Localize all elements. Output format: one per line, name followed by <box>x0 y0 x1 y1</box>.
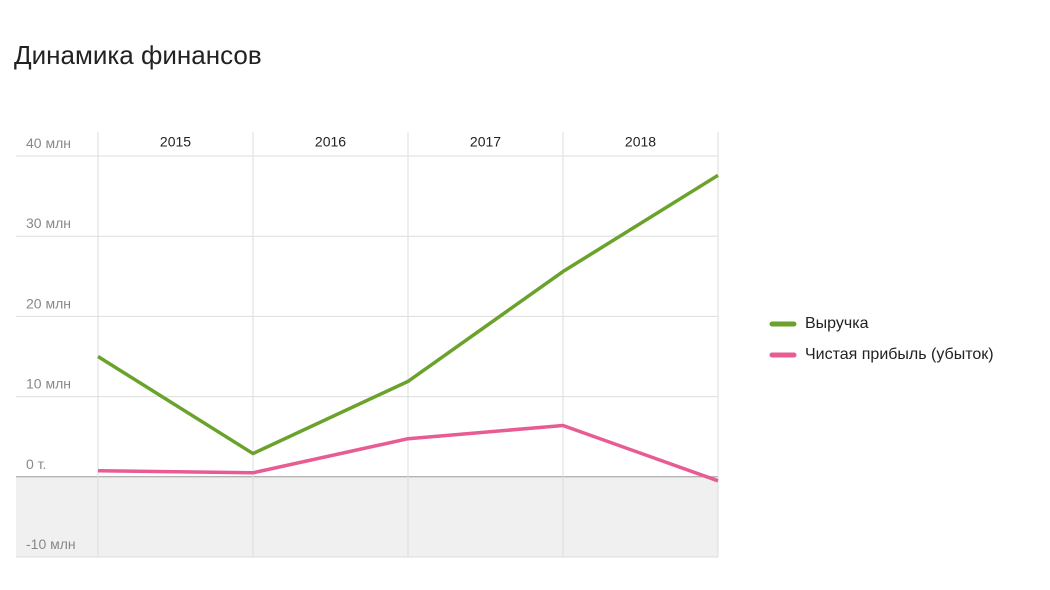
y-tick-label: 10 млн <box>26 376 71 392</box>
y-tick-label: 40 млн <box>26 135 71 151</box>
x-tick-label: 2016 <box>315 134 346 150</box>
negative-area <box>16 476 718 557</box>
x-tick-label: 2015 <box>160 134 191 150</box>
legend-label: Чистая прибыль (убыток) <box>805 346 994 363</box>
y-tick-label: 20 млн <box>26 295 71 311</box>
series-line <box>97 173 719 456</box>
y-tick-label: -10 млн <box>26 536 76 552</box>
y-tick-label: 0 т. <box>26 456 46 472</box>
y-tick-label: 30 млн <box>26 215 71 231</box>
series-line <box>97 423 719 483</box>
x-tick-label: 2017 <box>470 134 501 150</box>
legend-label: Выручка <box>805 315 869 332</box>
chart-title: Динамика финансов <box>14 40 262 70</box>
x-tick-label: 2018 <box>625 134 656 150</box>
